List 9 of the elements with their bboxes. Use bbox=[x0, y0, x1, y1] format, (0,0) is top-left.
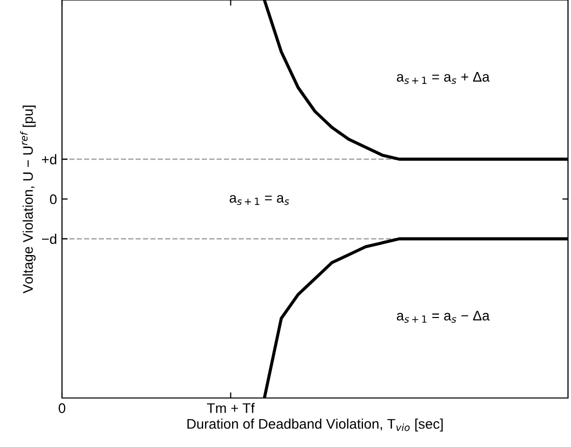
y-axis-title: Voltage Violation, U − U$^{ref}$ [pu] bbox=[20, 106, 36, 294]
annotation: a$_{s+1}$ = a$_{s}$ − Δa bbox=[396, 310, 490, 323]
annotation: a$_{s+1}$ = a$_{s}$ + Δa bbox=[396, 72, 490, 84]
x-tick-label: Tm + Tf bbox=[206, 402, 255, 413]
text: 0 bbox=[50, 194, 57, 204]
ref-line-label: +d bbox=[42, 154, 56, 164]
x-axis-title: Duration of Deadband Violation, T$_{vio}$ [sec] bbox=[187, 418, 443, 432]
ref-line-label: −d bbox=[42, 234, 56, 244]
annotation: a$_{s+1}$ = a$_{s}$ bbox=[230, 195, 290, 205]
